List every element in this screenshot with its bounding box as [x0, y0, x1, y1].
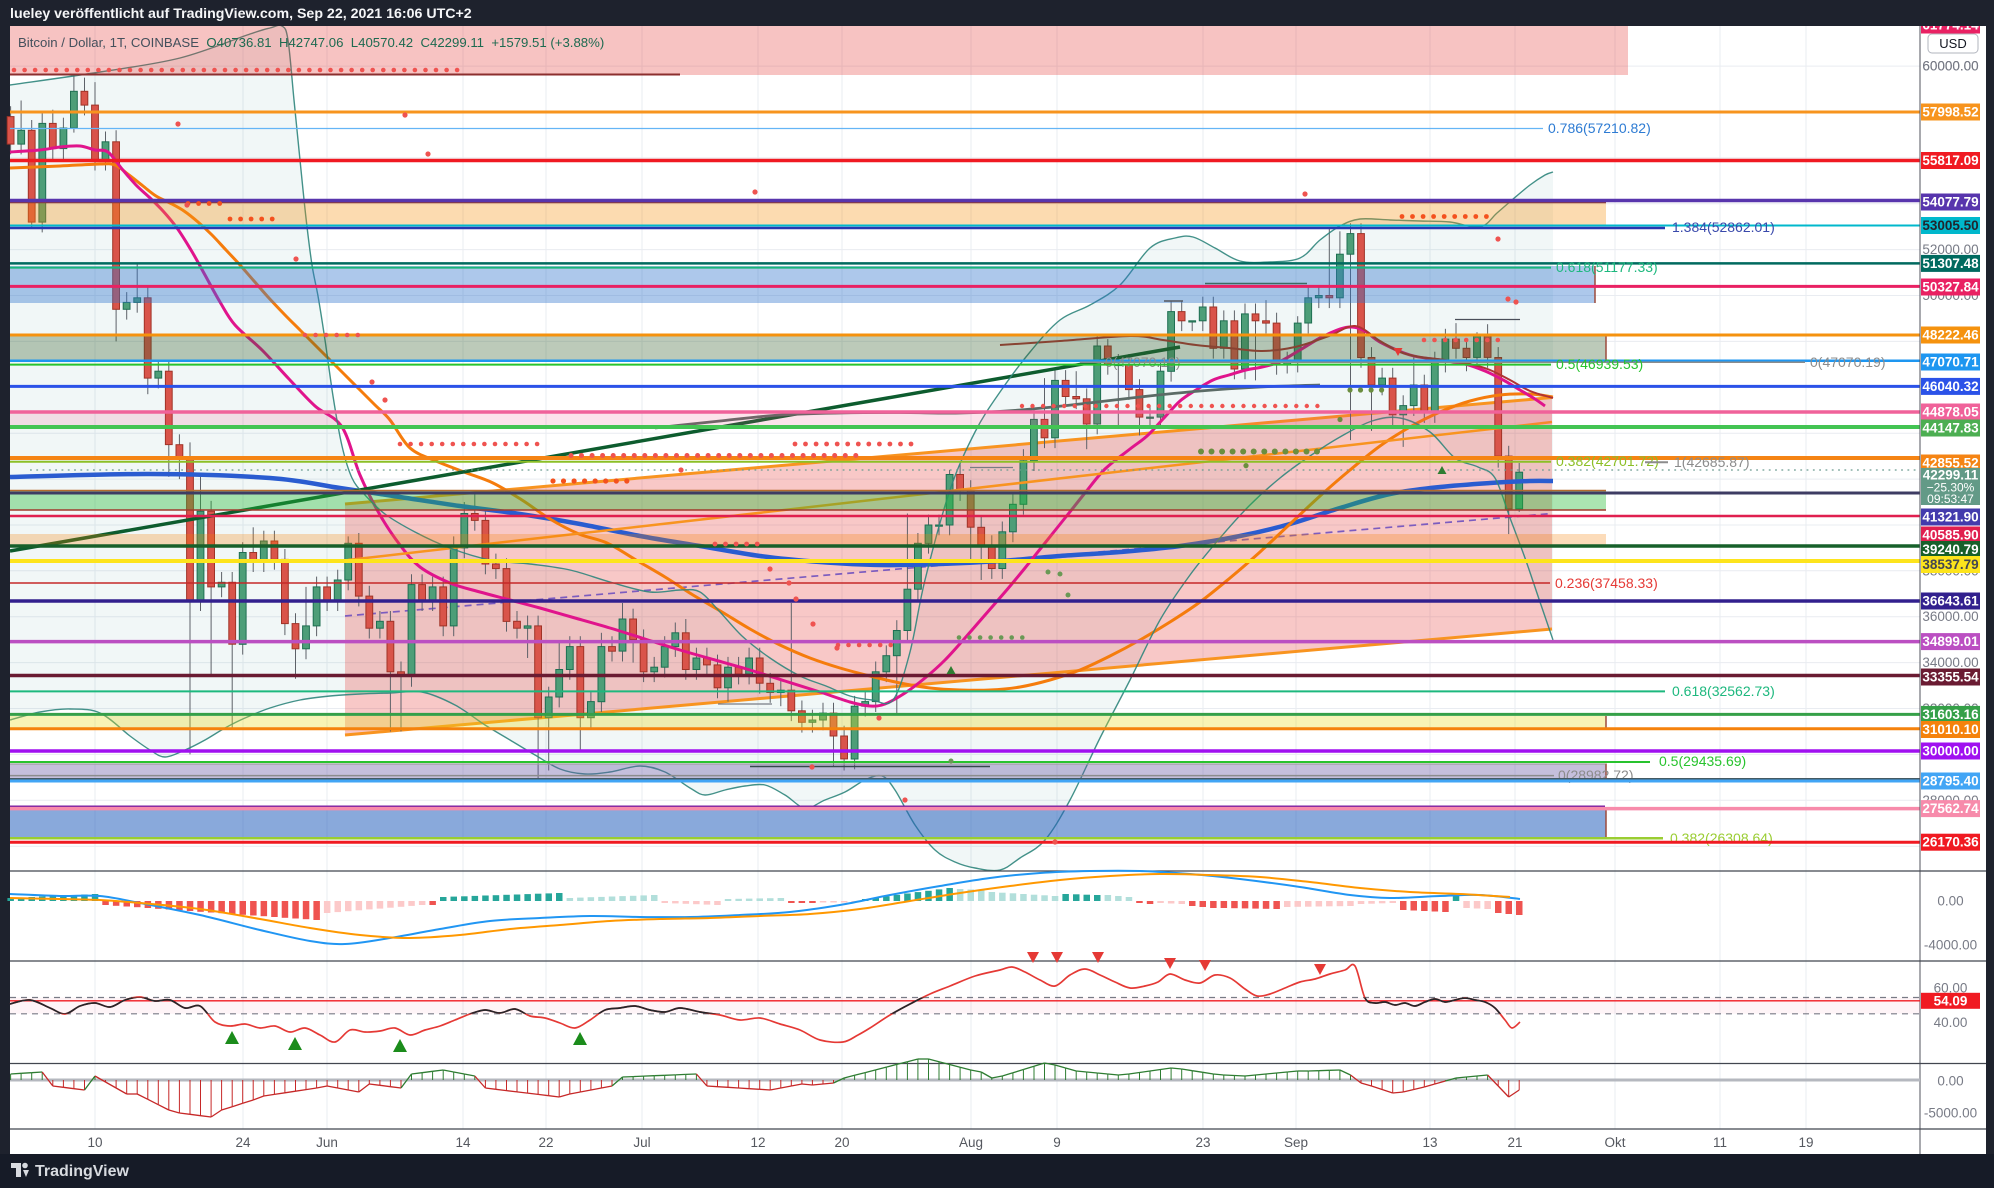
- svg-text:50327.84: 50327.84: [1922, 280, 1979, 295]
- svg-text:55817.09: 55817.09: [1922, 153, 1978, 168]
- svg-text:0(47070.19): 0(47070.19): [1105, 354, 1181, 370]
- svg-text:Bitcoin / Dollar, 1T, COINBASE: Bitcoin / Dollar, 1T, COINBASE O40736.81…: [18, 35, 604, 50]
- svg-text:44147.83: 44147.83: [1922, 421, 1979, 436]
- svg-text:23: 23: [1195, 1135, 1210, 1150]
- svg-text:36643.61: 36643.61: [1922, 594, 1979, 609]
- svg-text:46040.32: 46040.32: [1922, 379, 1978, 394]
- svg-text:1(42685.87): 1(42685.87): [1674, 454, 1750, 470]
- svg-text:42299.11: 42299.11: [1923, 468, 1979, 483]
- svg-text:0.5(46939.53): 0.5(46939.53): [1556, 356, 1643, 372]
- svg-text:10: 10: [87, 1135, 102, 1150]
- svg-text:lueley veröffentlicht auf Trad: lueley veröffentlicht auf TradingView.co…: [10, 6, 472, 22]
- svg-text:39240.79: 39240.79: [1922, 542, 1978, 557]
- svg-text:Sep: Sep: [1284, 1135, 1308, 1150]
- svg-text:-5000.00: -5000.00: [1924, 1106, 1977, 1121]
- svg-text:34899.01: 34899.01: [1922, 634, 1979, 649]
- svg-text:0.618(32562.73): 0.618(32562.73): [1672, 683, 1775, 699]
- svg-text:52000.00: 52000.00: [1922, 242, 1978, 257]
- svg-text:26170.36: 26170.36: [1922, 835, 1979, 850]
- svg-text:48222.46: 48222.46: [1922, 328, 1979, 343]
- svg-text:21: 21: [1507, 1135, 1522, 1150]
- svg-text:20: 20: [834, 1135, 849, 1150]
- svg-text:0.5(29435.69): 0.5(29435.69): [1659, 753, 1746, 769]
- svg-text:Okt: Okt: [1604, 1135, 1625, 1150]
- svg-text:60000.00: 60000.00: [1922, 59, 1978, 74]
- svg-text:12: 12: [750, 1135, 765, 1150]
- svg-text:34000.00: 34000.00: [1922, 655, 1978, 670]
- svg-text:28795.40: 28795.40: [1922, 774, 1978, 789]
- svg-text:31603.16: 31603.16: [1922, 707, 1979, 722]
- svg-text:54077.79: 54077.79: [1922, 195, 1978, 210]
- svg-text:22: 22: [538, 1135, 553, 1150]
- svg-text:09:53:47: 09:53:47: [1927, 492, 1974, 506]
- svg-text:0.786(57210.82): 0.786(57210.82): [1548, 120, 1651, 136]
- svg-text:51307.48: 51307.48: [1922, 256, 1979, 271]
- svg-text:57998.52: 57998.52: [1922, 105, 1978, 120]
- svg-text:9: 9: [1053, 1135, 1061, 1150]
- svg-text:0.00: 0.00: [1937, 1074, 1963, 1089]
- svg-text:0(47070.19): 0(47070.19): [1810, 354, 1886, 370]
- svg-text:-4000.00: -4000.00: [1924, 938, 1977, 953]
- svg-text:Jun: Jun: [316, 1135, 338, 1150]
- svg-text:0.618(51177.33): 0.618(51177.33): [1556, 259, 1658, 275]
- svg-text:USD: USD: [1939, 36, 1966, 51]
- svg-text:27562.74: 27562.74: [1922, 801, 1979, 816]
- svg-text:Jul: Jul: [633, 1135, 650, 1150]
- svg-text:11: 11: [1713, 1135, 1727, 1150]
- svg-text:14: 14: [455, 1135, 471, 1150]
- svg-text:47070.71: 47070.71: [1922, 355, 1979, 370]
- svg-text:0.236(37458.33): 0.236(37458.33): [1555, 575, 1658, 591]
- svg-text:30000.00: 30000.00: [1922, 744, 1978, 759]
- svg-text:36000.00: 36000.00: [1922, 609, 1978, 624]
- svg-text:54.09: 54.09: [1934, 993, 1968, 1008]
- svg-text:44878.05: 44878.05: [1922, 405, 1979, 420]
- svg-text:24: 24: [235, 1135, 251, 1150]
- svg-text:−25.30%: −25.30%: [1927, 481, 1975, 495]
- svg-text:1.384(52862.01): 1.384(52862.01): [1672, 219, 1775, 235]
- svg-text:TradingView: TradingView: [35, 1163, 130, 1180]
- svg-text:40.00: 40.00: [1934, 1015, 1968, 1030]
- svg-text:42855.52: 42855.52: [1922, 456, 1978, 471]
- svg-text:41321.90: 41321.90: [1922, 510, 1978, 525]
- svg-text:38537.79: 38537.79: [1922, 557, 1978, 572]
- svg-text:60000.00: 60000.00: [1922, 59, 1978, 74]
- svg-text:31010.10: 31010.10: [1922, 722, 1978, 737]
- svg-text:53005.50: 53005.50: [1922, 218, 1978, 233]
- svg-text:60.00: 60.00: [1934, 981, 1968, 996]
- svg-text:Aug: Aug: [959, 1135, 983, 1150]
- svg-text:0.00: 0.00: [1937, 894, 1963, 909]
- svg-text:33355.54: 33355.54: [1922, 670, 1979, 685]
- svg-text:0.382(42701.72): 0.382(42701.72): [1556, 453, 1659, 469]
- svg-text:40585.90: 40585.90: [1922, 528, 1978, 543]
- svg-text:19: 19: [1798, 1135, 1813, 1150]
- svg-text:13: 13: [1422, 1135, 1437, 1150]
